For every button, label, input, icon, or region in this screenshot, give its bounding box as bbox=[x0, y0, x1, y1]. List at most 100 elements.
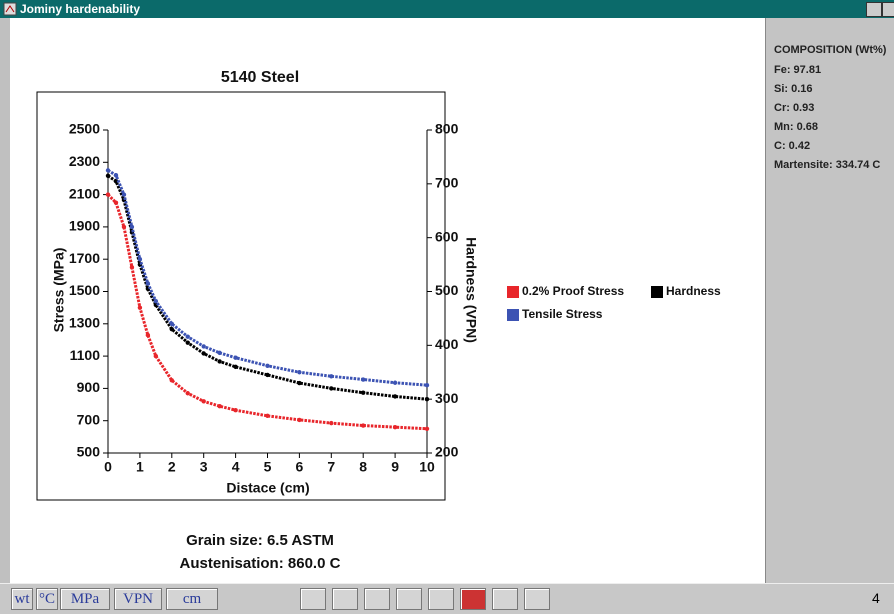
composition-panel: COMPOSITION (Wt%) Fe: 97.81 Si: 0.16 Cr: 0… bbox=[765, 18, 894, 583]
x-tick-label: 1 bbox=[136, 459, 144, 475]
x-tick-label: 2 bbox=[168, 459, 176, 475]
data-point bbox=[153, 298, 159, 304]
data-point bbox=[185, 334, 190, 339]
x-tick-label: 9 bbox=[391, 459, 399, 475]
data-point bbox=[265, 372, 270, 378]
y2-tick-label: 200 bbox=[435, 444, 459, 460]
camera-button[interactable] bbox=[460, 588, 486, 610]
data-point bbox=[145, 332, 151, 338]
data-point bbox=[329, 420, 334, 426]
data-point bbox=[201, 351, 206, 356]
minimize-button[interactable] bbox=[866, 2, 882, 17]
data-point bbox=[392, 394, 398, 399]
data-point bbox=[121, 192, 127, 197]
chart: 5140 Steel Distace (cm) Stress (MPa) Har… bbox=[10, 18, 765, 583]
print-button[interactable] bbox=[396, 588, 422, 610]
y-tick-label: 1300 bbox=[69, 315, 100, 331]
data-point bbox=[217, 403, 222, 409]
data-point bbox=[329, 386, 334, 391]
grain-size: Grain size: 6.5 ASTM bbox=[186, 532, 334, 549]
data-point bbox=[297, 370, 302, 375]
window-title: Jominy hardenability bbox=[20, 2, 141, 16]
maximize-button[interactable] bbox=[882, 2, 894, 17]
legend-swatch bbox=[507, 286, 519, 298]
x-tick-label: 0 bbox=[104, 459, 112, 475]
data-point bbox=[392, 424, 398, 430]
y-tick-label: 500 bbox=[77, 444, 101, 460]
data-point bbox=[169, 321, 174, 326]
data-point bbox=[361, 390, 366, 395]
title-bar: Jominy hardenability bbox=[0, 0, 894, 18]
data-point bbox=[113, 200, 119, 205]
composition-item: C: 0.42 bbox=[774, 140, 811, 152]
data-point bbox=[129, 224, 135, 230]
unit-button[interactable]: °C bbox=[36, 588, 58, 610]
composition-item: Martensite: 334.74 C bbox=[774, 159, 881, 171]
chart-title: 5140 Steel bbox=[221, 69, 299, 86]
y2-tick-label: 400 bbox=[435, 336, 459, 352]
data-point bbox=[233, 408, 238, 413]
y-tick-label: 700 bbox=[77, 411, 101, 427]
y-tick-label: 2500 bbox=[69, 121, 100, 137]
data-point bbox=[105, 173, 111, 178]
data-point bbox=[137, 305, 143, 310]
x-tick-label: 8 bbox=[359, 459, 367, 475]
chart-button[interactable] bbox=[300, 588, 326, 610]
help-button[interactable] bbox=[364, 588, 390, 610]
data-point bbox=[265, 363, 270, 368]
composition-item: Si: 0.16 bbox=[774, 83, 813, 95]
legend-label: Tensile Stress bbox=[522, 307, 603, 321]
y-axis-label: Stress (MPa) bbox=[51, 248, 67, 333]
x-tick-label: 7 bbox=[327, 459, 335, 475]
data-point bbox=[361, 423, 366, 428]
toolbar: 4 wt °C MPa VPN cm bbox=[0, 583, 894, 614]
data-point bbox=[153, 353, 159, 359]
y2-tick-label: 700 bbox=[435, 175, 459, 191]
data-point bbox=[424, 426, 430, 431]
data-point bbox=[201, 399, 206, 404]
data-point bbox=[424, 396, 430, 402]
data-point bbox=[169, 326, 174, 332]
data-point bbox=[265, 413, 270, 419]
y-tick-label: 2100 bbox=[69, 185, 100, 201]
legend-label: Hardness bbox=[666, 284, 721, 298]
data-point bbox=[185, 391, 190, 396]
composition-item: Cr: 0.93 bbox=[774, 102, 815, 114]
zoom-button[interactable] bbox=[332, 588, 358, 610]
legend-label: 0.2% Proof Stress bbox=[522, 284, 624, 298]
unit-button[interactable]: VPN bbox=[114, 588, 162, 610]
data-point bbox=[185, 340, 190, 345]
legend-swatch bbox=[507, 309, 519, 321]
data-point bbox=[217, 359, 222, 364]
series-line bbox=[106, 193, 428, 431]
unit-button[interactable]: MPa bbox=[60, 588, 110, 610]
close-button[interactable] bbox=[524, 588, 550, 610]
unit-button[interactable]: cm bbox=[166, 588, 218, 610]
data-point bbox=[392, 380, 398, 385]
composition-title: COMPOSITION (Wt%) bbox=[774, 44, 887, 56]
composition-item: Fe: 97.81 bbox=[774, 64, 822, 76]
x-tick-label: 3 bbox=[200, 459, 208, 475]
unit-button[interactable]: wt bbox=[11, 588, 33, 610]
y2-tick-label: 600 bbox=[435, 228, 459, 244]
status: 4 bbox=[872, 590, 880, 606]
y-tick-label: 1100 bbox=[70, 347, 101, 363]
x-tick-label: 5 bbox=[264, 459, 272, 475]
plot-background bbox=[10, 18, 765, 583]
x-axis-label: Distace (cm) bbox=[226, 480, 309, 496]
data-point bbox=[233, 364, 238, 370]
y-tick-label: 1500 bbox=[69, 282, 100, 298]
data-point bbox=[121, 224, 127, 230]
data-point bbox=[137, 257, 143, 262]
series-line bbox=[107, 169, 428, 387]
data-point bbox=[169, 378, 174, 383]
data-point bbox=[217, 350, 222, 356]
report-button[interactable] bbox=[428, 588, 454, 610]
data-point bbox=[105, 168, 111, 173]
data-point bbox=[145, 281, 151, 286]
data-point bbox=[201, 344, 206, 349]
y-tick-label: 1700 bbox=[69, 250, 100, 266]
y2-tick-label: 800 bbox=[435, 121, 459, 137]
save-button[interactable] bbox=[492, 588, 518, 610]
